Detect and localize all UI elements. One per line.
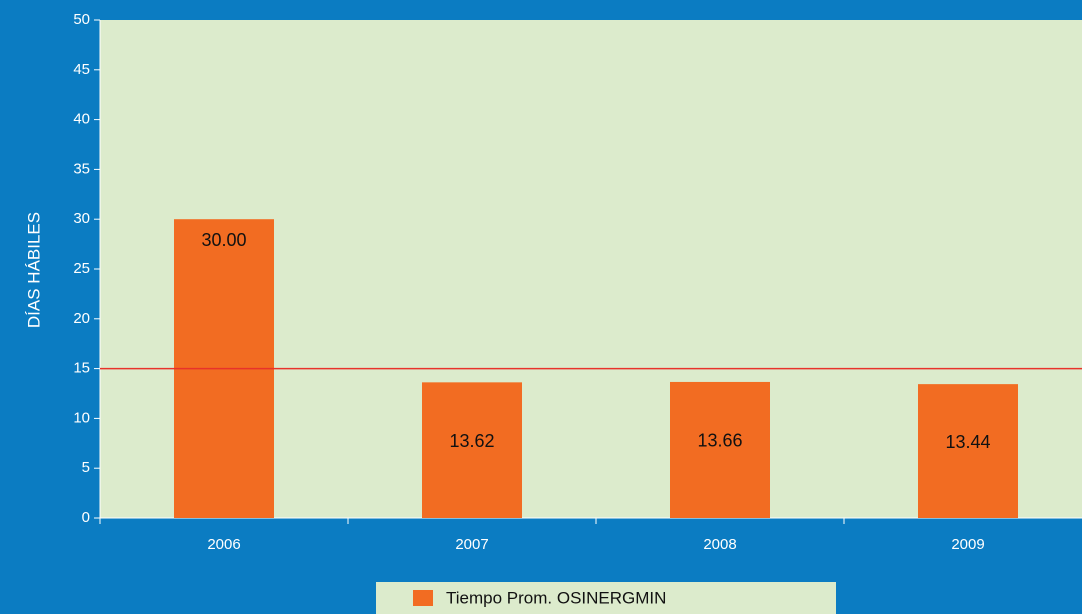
y-tick-label: 5 (82, 459, 90, 476)
y-tick-label: 50 (73, 11, 90, 28)
x-tick-label: 2009 (951, 536, 984, 553)
y-axis-label: DÍAS HÁBILES (24, 212, 43, 328)
legend-swatch (413, 590, 433, 606)
y-tick-label: 0 (82, 509, 90, 526)
y-tick-label: 15 (73, 360, 90, 377)
y-tick-label: 35 (73, 160, 90, 177)
y-tick-label: 30 (73, 210, 90, 227)
y-tick-label: 25 (73, 260, 90, 277)
x-tick-label: 2008 (703, 536, 736, 553)
bar (670, 381, 770, 518)
bar (918, 384, 1018, 518)
x-tick-label: 2006 (207, 536, 240, 553)
legend (376, 582, 836, 614)
y-tick-label: 10 (73, 409, 90, 426)
x-tick-label: 2007 (455, 536, 488, 553)
y-tick-label: 40 (73, 111, 90, 128)
legend-label: Tiempo Prom. OSINERGMIN (446, 588, 666, 607)
value-label: 13.44 (945, 432, 990, 452)
y-tick-label: 20 (73, 310, 90, 327)
value-label: 30.00 (201, 230, 246, 250)
bar (422, 382, 522, 518)
y-tick-label: 45 (73, 61, 90, 78)
value-label: 13.62 (449, 431, 494, 451)
value-label: 13.66 (697, 431, 742, 451)
